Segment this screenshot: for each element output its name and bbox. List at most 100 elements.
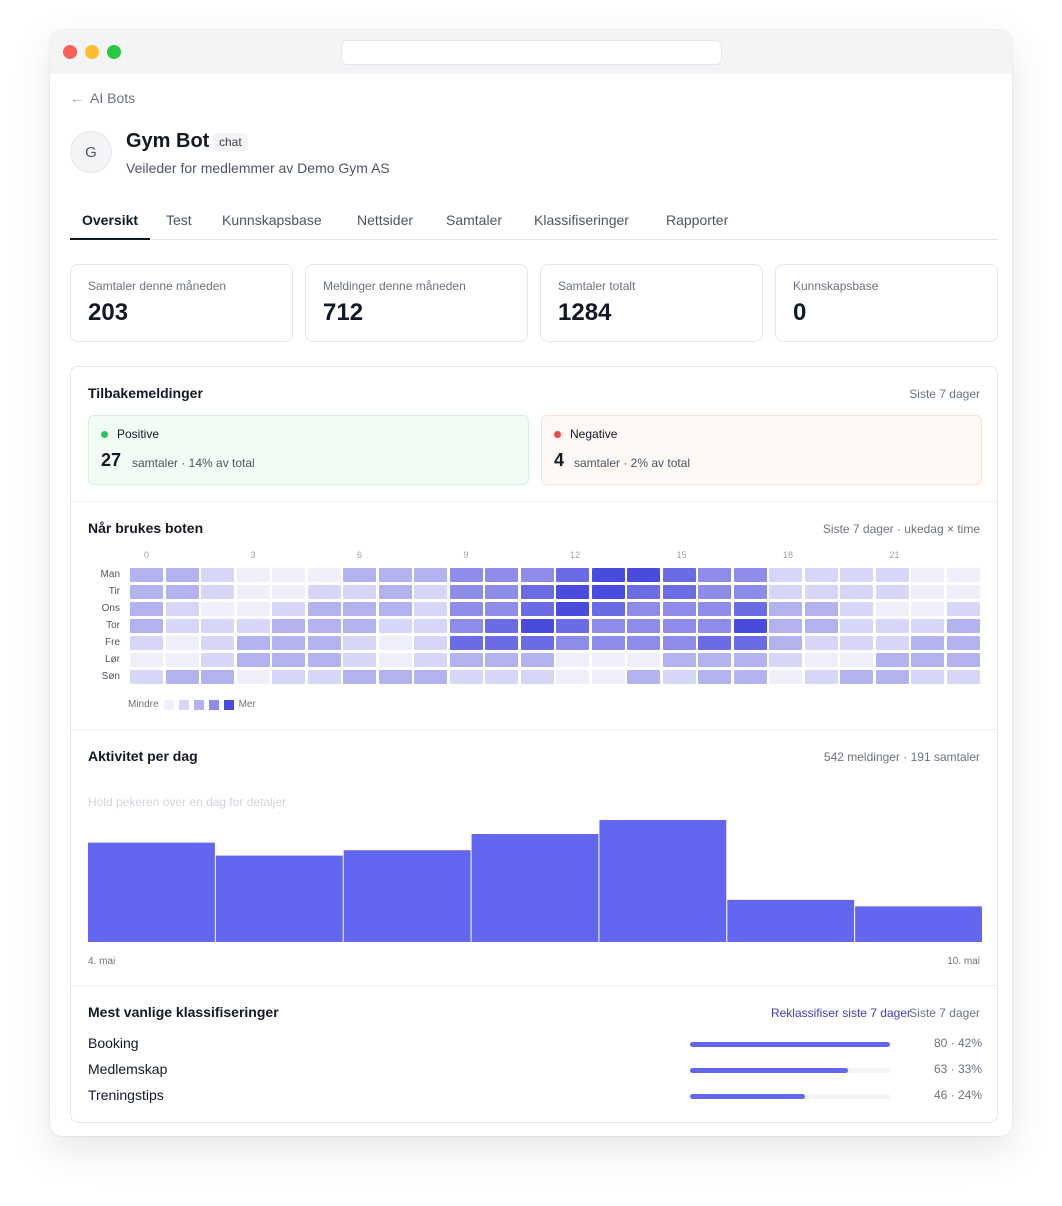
heatmap-cell[interactable] (946, 619, 980, 633)
heatmap-cell[interactable] (378, 585, 412, 599)
heatmap-cell[interactable] (733, 602, 767, 616)
heatmap-cell[interactable] (875, 670, 909, 684)
heatmap-cell[interactable] (485, 602, 518, 616)
heatmap-cell[interactable] (307, 670, 341, 684)
heatmap-cell[interactable] (520, 636, 554, 650)
heatmap-cell[interactable] (662, 568, 696, 582)
heatmap-cell[interactable] (627, 585, 660, 599)
heatmap-cell[interactable] (343, 636, 376, 650)
heatmap-cell[interactable] (591, 619, 625, 633)
heatmap-cell[interactable] (485, 568, 518, 582)
heatmap-cell[interactable] (307, 619, 341, 633)
heatmap-cell[interactable] (627, 619, 660, 633)
heatmap-cell[interactable] (698, 670, 731, 684)
heatmap-cell[interactable] (556, 636, 589, 650)
tab-rapporter[interactable]: Rapporter (666, 212, 729, 228)
heatmap-cell[interactable] (130, 619, 163, 633)
heatmap-cell[interactable] (165, 585, 199, 599)
heatmap-cell[interactable] (520, 619, 554, 633)
heatmap-cell[interactable] (627, 636, 660, 650)
heatmap-cell[interactable] (698, 568, 731, 582)
heatmap-cell[interactable] (875, 568, 909, 582)
close-window-icon[interactable] (63, 45, 77, 59)
heatmap-cell[interactable] (201, 619, 234, 633)
heatmap-cell[interactable] (485, 670, 518, 684)
heatmap-cell[interactable] (875, 636, 909, 650)
heatmap-cell[interactable] (698, 653, 731, 667)
heatmap-cell[interactable] (627, 602, 660, 616)
heatmap-cell[interactable] (520, 653, 554, 667)
heatmap-cell[interactable] (414, 670, 447, 684)
heatmap-cell[interactable] (769, 568, 802, 582)
heatmap-cell[interactable] (556, 653, 589, 667)
heatmap-cell[interactable] (591, 568, 625, 582)
heatmap-cell[interactable] (662, 670, 696, 684)
heatmap-cell[interactable] (733, 619, 767, 633)
heatmap-cell[interactable] (591, 602, 625, 616)
heatmap-cell[interactable] (662, 636, 696, 650)
heatmap-cell[interactable] (698, 636, 731, 650)
heatmap-cell[interactable] (804, 636, 838, 650)
heatmap-cell[interactable] (911, 585, 944, 599)
heatmap-cell[interactable] (236, 619, 270, 633)
heatmap-cell[interactable] (165, 602, 199, 616)
heatmap-cell[interactable] (769, 619, 802, 633)
tab-test[interactable]: Test (166, 212, 192, 228)
heatmap-cell[interactable] (130, 585, 163, 599)
heatmap-cell[interactable] (165, 568, 199, 582)
heatmap-cell[interactable] (662, 585, 696, 599)
heatmap-cell[interactable] (911, 568, 944, 582)
tab-nettsider[interactable]: Nettsider (357, 212, 414, 228)
heatmap-cell[interactable] (414, 585, 447, 599)
heatmap-cell[interactable] (307, 636, 341, 650)
tab-klassifiseringer[interactable]: Klassifiseringer (534, 212, 629, 228)
heatmap-cell[interactable] (804, 585, 838, 599)
heatmap-cell[interactable] (769, 670, 802, 684)
heatmap-cell[interactable] (946, 568, 980, 582)
heatmap-cell[interactable] (875, 619, 909, 633)
heatmap-cell[interactable] (769, 653, 802, 667)
heatmap-cell[interactable] (343, 619, 376, 633)
activity-bar[interactable] (727, 899, 855, 942)
heatmap-cell[interactable] (236, 636, 270, 650)
activity-bar[interactable] (855, 906, 982, 942)
heatmap-cell[interactable] (733, 585, 767, 599)
heatmap-cell[interactable] (804, 619, 838, 633)
heatmap-cell[interactable] (165, 670, 199, 684)
heatmap-cell[interactable] (840, 568, 873, 582)
activity-bar[interactable] (471, 834, 599, 942)
heatmap-cell[interactable] (272, 602, 305, 616)
heatmap-cell[interactable] (201, 670, 234, 684)
heatmap-cell[interactable] (449, 636, 483, 650)
heatmap-cell[interactable] (485, 585, 518, 599)
heatmap-cell[interactable] (272, 585, 305, 599)
heatmap-cell[interactable] (130, 568, 163, 582)
back-link[interactable]: ← AI Bots (70, 90, 135, 106)
heatmap-cell[interactable] (272, 568, 305, 582)
heatmap-cell[interactable] (520, 602, 554, 616)
heatmap-cell[interactable] (272, 670, 305, 684)
heatmap-cell[interactable] (236, 602, 270, 616)
reclassify-link[interactable]: Reklassifiser siste 7 dager (770, 1006, 911, 1020)
heatmap-cell[interactable] (236, 670, 270, 684)
heatmap-cell[interactable] (414, 636, 447, 650)
heatmap-cell[interactable] (840, 670, 873, 684)
heatmap-cell[interactable] (201, 653, 234, 667)
heatmap-cell[interactable] (378, 653, 412, 667)
heatmap-cell[interactable] (698, 585, 731, 599)
heatmap-cell[interactable] (130, 653, 163, 667)
heatmap-cell[interactable] (591, 585, 625, 599)
positive-feedback-card[interactable]: Positive 27 samtaler · 14% av total (88, 415, 529, 485)
heatmap-cell[interactable] (698, 619, 731, 633)
activity-bar[interactable] (215, 855, 343, 942)
heatmap-cell[interactable] (911, 602, 944, 616)
heatmap-cell[interactable] (414, 619, 447, 633)
heatmap-cell[interactable] (378, 602, 412, 616)
negative-feedback-card[interactable]: Negative 4 samtaler · 2% av total (541, 415, 982, 485)
heatmap-cell[interactable] (875, 585, 909, 599)
heatmap-cell[interactable] (804, 653, 838, 667)
heatmap-cell[interactable] (307, 585, 341, 599)
heatmap-cell[interactable] (449, 585, 483, 599)
minimize-window-icon[interactable] (85, 45, 99, 59)
heatmap-cell[interactable] (769, 636, 802, 650)
